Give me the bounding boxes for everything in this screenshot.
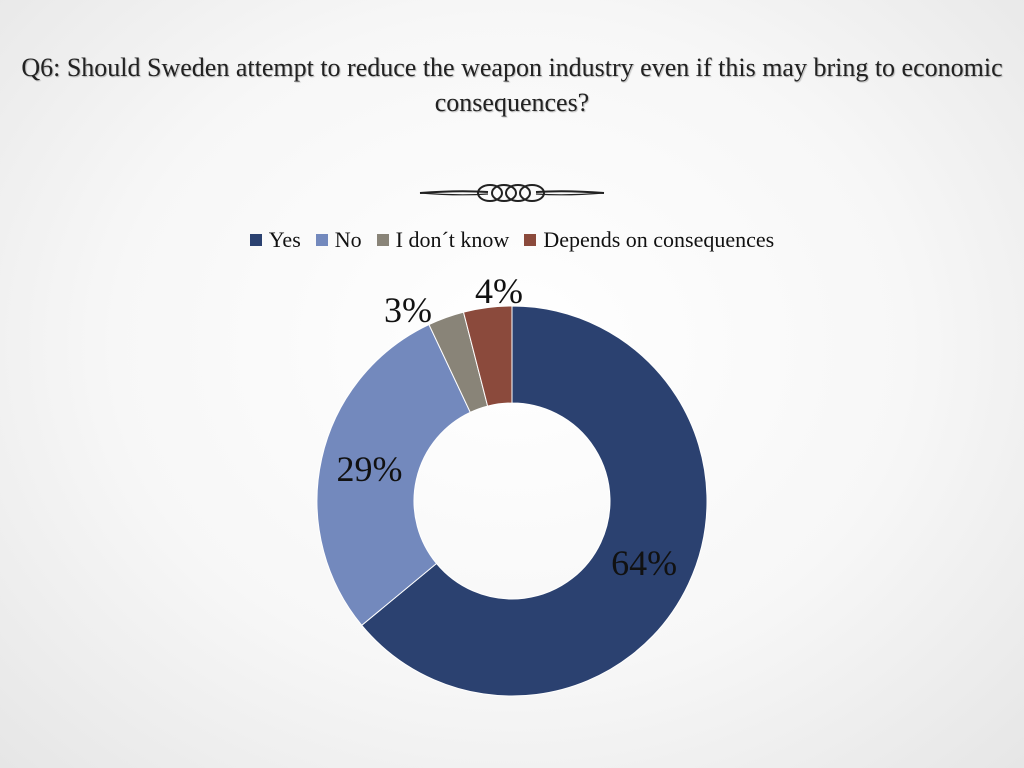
slice-depends-on-consequences: [462, 305, 513, 407]
legend-label: No: [334, 227, 362, 252]
title-divider-ornament: [419, 184, 605, 202]
slice-yes: [361, 305, 708, 697]
legend-label: Yes: [268, 227, 301, 252]
legend-item-depends-on-consequences: Depends on consequences: [524, 227, 774, 253]
legend-item-no: No: [315, 227, 362, 253]
data-label-yes: 64%: [611, 543, 677, 583]
legend-label: I don´t know: [395, 227, 510, 252]
data-label-depends-on-consequences: 4%: [475, 271, 523, 311]
legend-swatch: [249, 234, 262, 246]
chart-legend: Yes No I don´t know Depends on consequences: [0, 227, 1024, 253]
data-label-i-don-t-know: 3%: [384, 290, 432, 330]
legend-item-i-don-t-know: I don´t know: [376, 227, 510, 253]
legend-swatch: [376, 234, 389, 246]
slice-no: [316, 323, 471, 627]
data-label-no: 29%: [337, 449, 403, 489]
legend-swatch: [524, 234, 537, 246]
legend-item-yes: Yes: [249, 227, 301, 253]
legend-label: Depends on consequences: [543, 227, 775, 252]
chart-title: Q6: Should Sweden attempt to reduce the …: [21, 53, 1003, 117]
legend-swatch: [315, 234, 328, 246]
